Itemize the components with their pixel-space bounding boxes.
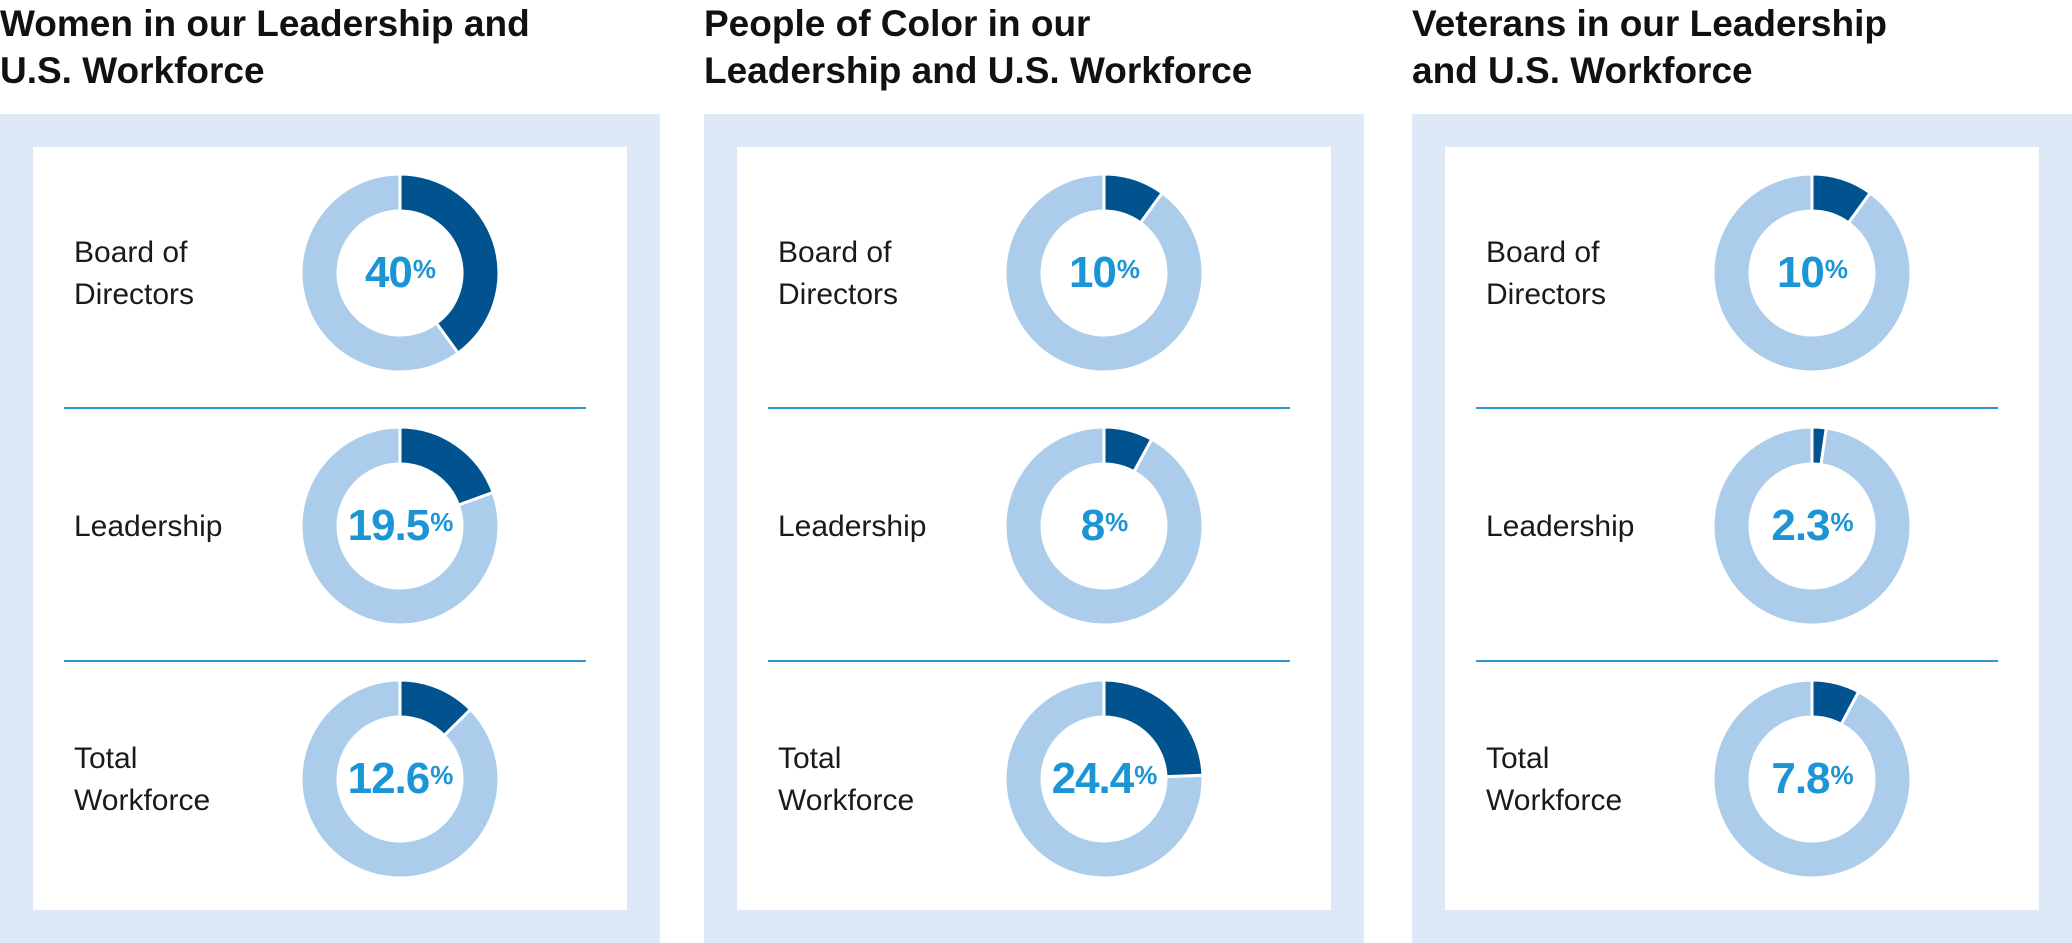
chart-title: People of Color in our Leadership and U.… bbox=[704, 3, 1253, 91]
chart-card: Board of Directors 10% Leadership 8% Total W… bbox=[737, 147, 1331, 910]
data-label: 8% bbox=[1004, 426, 1204, 626]
donut-remainder-slice bbox=[300, 173, 461, 373]
row-divider bbox=[64, 407, 586, 409]
category-label: Leadership bbox=[778, 509, 927, 543]
row-divider bbox=[768, 660, 1290, 662]
donut-remainder-slice bbox=[1004, 679, 1204, 879]
category-label: Total Workforce bbox=[1486, 741, 1623, 817]
chart-card: Board of Directors 10% Leadership 2.3% Total… bbox=[1445, 147, 2039, 910]
donut-chart bbox=[1712, 173, 1912, 373]
data-label-unit: % bbox=[430, 506, 453, 537]
data-label: 7.8% bbox=[1712, 679, 1912, 879]
donut-value-slice bbox=[1810, 173, 1873, 225]
data-label: 19.5% bbox=[300, 426, 500, 626]
row-divider bbox=[1476, 660, 1998, 662]
data-label: 10% bbox=[1712, 173, 1912, 373]
data-label-value: 7.8 bbox=[1771, 754, 1830, 803]
row-divider bbox=[1476, 407, 1998, 409]
data-label-unit: % bbox=[1830, 506, 1854, 537]
donut-chart bbox=[300, 679, 500, 879]
category-label: Board of Directors bbox=[74, 235, 195, 311]
donut-chart bbox=[300, 173, 500, 373]
data-label-unit: % bbox=[430, 759, 453, 790]
donut-chart bbox=[1712, 426, 1912, 626]
chart-row: Leadership 19.5% bbox=[33, 400, 627, 653]
chart-row: Leadership 8% bbox=[737, 400, 1331, 653]
data-label: 40% bbox=[300, 173, 500, 373]
donut-chart bbox=[1004, 679, 1204, 879]
donut-remainder-slice bbox=[1712, 426, 1912, 626]
data-label-unit: % bbox=[1824, 253, 1848, 284]
data-label-value: 8 bbox=[1080, 501, 1106, 550]
donut-remainder-slice bbox=[300, 679, 500, 879]
data-label-unit: % bbox=[1830, 759, 1854, 790]
chart-row: Total Workforce 7.8% bbox=[1445, 653, 2039, 906]
category-label: Total Workforce bbox=[778, 741, 915, 817]
donut-value-slice bbox=[1102, 426, 1154, 474]
category-label: Leadership bbox=[1486, 509, 1635, 543]
data-label: 10% bbox=[1004, 173, 1204, 373]
chart-panel: Women in our Leadership and U.S. Workfor… bbox=[0, 0, 660, 943]
donut-chart bbox=[1004, 173, 1204, 373]
row-divider bbox=[64, 660, 586, 662]
data-label-unit: % bbox=[412, 253, 436, 284]
data-label: 12.6% bbox=[300, 679, 500, 879]
category-label: Total Workforce bbox=[74, 741, 211, 817]
chart-row: Board of Directors 40% bbox=[33, 147, 627, 400]
chart-row: Total Workforce 12.6% bbox=[33, 653, 627, 906]
donut-value-slice bbox=[398, 173, 500, 356]
donut-remainder-slice bbox=[1004, 173, 1204, 373]
donut-remainder-slice bbox=[300, 426, 500, 626]
donut-remainder-slice bbox=[1004, 426, 1204, 626]
category-label: Board of Directors bbox=[1486, 235, 1607, 311]
category-label: Board of Directors bbox=[778, 235, 899, 311]
donut-value-slice bbox=[398, 426, 496, 507]
chart-frame: Board of Directors 10% Leadership 8% Total W… bbox=[704, 114, 1364, 943]
chart-panel: Veterans in our Leadership and U.S. Work… bbox=[1412, 0, 2072, 943]
data-label-value: 40 bbox=[364, 248, 413, 297]
data-label-unit: % bbox=[1116, 253, 1140, 284]
donut-remainder-slice bbox=[1712, 679, 1912, 879]
donut-value-slice bbox=[1810, 679, 1861, 727]
donut-chart bbox=[300, 426, 500, 626]
category-label: Leadership bbox=[74, 509, 223, 543]
chart-title: Veterans in our Leadership and U.S. Work… bbox=[1412, 3, 1887, 91]
chart-panel: People of Color in our Leadership and U.… bbox=[704, 0, 1364, 943]
chart-title: Women in our Leadership and U.S. Workfor… bbox=[0, 3, 530, 91]
donut-remainder-slice bbox=[1712, 173, 1912, 373]
donut-chart bbox=[1712, 679, 1912, 879]
donut-value-slice bbox=[1102, 173, 1165, 225]
chart-frame: Board of Directors 40% Leadership 19.5% Tota… bbox=[0, 114, 660, 943]
chart-row: Board of Directors 10% bbox=[1445, 147, 2039, 400]
data-label: 2.3% bbox=[1712, 426, 1912, 626]
chart-row: Leadership 2.3% bbox=[1445, 400, 2039, 653]
donut-chart bbox=[1004, 426, 1204, 626]
data-label: 24.4% bbox=[1004, 679, 1204, 879]
row-divider bbox=[768, 407, 1290, 409]
donut-value-slice bbox=[398, 679, 473, 738]
data-label-value: 2.3 bbox=[1771, 501, 1830, 550]
donut-value-slice bbox=[1102, 679, 1204, 779]
data-label-unit: % bbox=[1134, 759, 1157, 790]
data-label-value: 12.6 bbox=[347, 754, 431, 803]
data-label-value: 10 bbox=[1068, 248, 1117, 297]
data-label-value: 10 bbox=[1776, 248, 1825, 297]
donut-value-slice bbox=[1810, 426, 1828, 467]
chart-frame: Board of Directors 10% Leadership 2.3% Total… bbox=[1412, 114, 2072, 943]
data-label-value: 19.5 bbox=[347, 501, 431, 550]
chart-card: Board of Directors 40% Leadership 19.5% Tota… bbox=[33, 147, 627, 910]
chart-row: Board of Directors 10% bbox=[737, 147, 1331, 400]
chart-row: Total Workforce 24.4% bbox=[737, 653, 1331, 906]
data-label-value: 24.4 bbox=[1051, 754, 1135, 803]
data-label-unit: % bbox=[1105, 506, 1128, 537]
